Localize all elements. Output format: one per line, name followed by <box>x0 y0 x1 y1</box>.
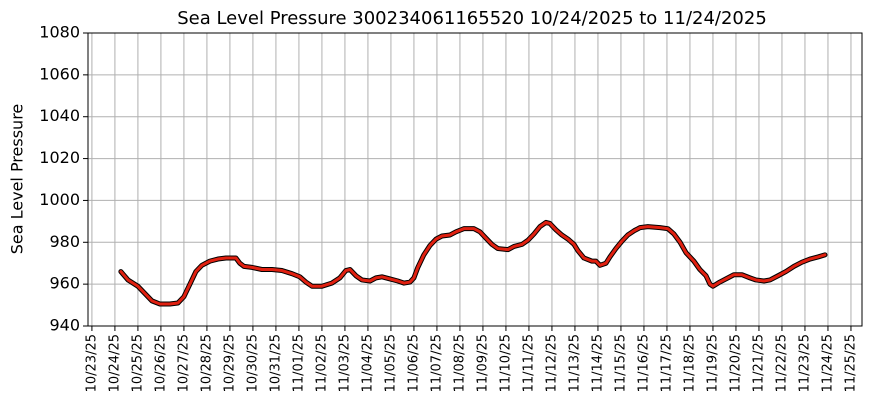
x-tick-label: 10/27/25 <box>176 334 191 392</box>
y-axis-label: Sea Level Pressure <box>8 104 27 255</box>
y-tick-label: 1040 <box>39 106 80 125</box>
x-tick-label: 11/19/25 <box>705 334 720 392</box>
x-tick-label: 11/05/25 <box>383 334 398 392</box>
y-tick-label: 960 <box>49 274 80 293</box>
x-tick-label: 11/01/25 <box>291 334 306 392</box>
y-tick-label: 1000 <box>39 190 80 209</box>
y-tick-label: 1080 <box>39 23 80 42</box>
x-tick-label: 11/17/25 <box>659 334 674 392</box>
x-tick-label: 11/11/25 <box>521 334 536 392</box>
x-tick-label: 11/25/25 <box>843 334 858 392</box>
x-tick-label: 11/14/25 <box>590 334 605 392</box>
x-tick-label: 11/06/25 <box>406 334 421 392</box>
x-tick-label: 11/21/25 <box>751 334 766 392</box>
x-tick-label: 11/18/25 <box>682 334 697 392</box>
x-tick-label: 10/25/25 <box>130 334 145 392</box>
x-tick-label: 10/26/25 <box>153 334 168 392</box>
x-tick-label: 11/13/25 <box>567 334 582 392</box>
x-tick-label: 11/07/25 <box>429 334 444 392</box>
x-tick-label: 10/30/25 <box>245 334 260 392</box>
x-tick-label: 11/10/25 <box>498 334 513 392</box>
x-tick-label: 11/20/25 <box>728 334 743 392</box>
x-tick-label: 10/23/25 <box>84 334 99 392</box>
y-tick-label: 1020 <box>39 148 80 167</box>
x-tick-label: 11/16/25 <box>636 334 651 392</box>
y-tick-label: 940 <box>49 316 80 335</box>
x-tick-label: 10/31/25 <box>268 334 283 392</box>
line-outline <box>118 219 828 307</box>
x-tick-label: 10/29/25 <box>222 334 237 392</box>
x-tick-label: 11/03/25 <box>337 334 352 392</box>
x-tick-label: 11/08/25 <box>452 334 467 392</box>
chart-title: Sea Level Pressure 300234061165520 10/24… <box>177 8 767 29</box>
x-tick-label: 11/12/25 <box>544 334 559 392</box>
x-tick-label: 11/23/25 <box>797 334 812 392</box>
plot-frame <box>87 32 863 327</box>
x-tick-label: 10/28/25 <box>199 334 214 392</box>
line <box>119 220 827 306</box>
x-tick-label: 11/04/25 <box>360 334 375 392</box>
y-tick-label: 980 <box>49 232 80 251</box>
x-tick-label: 11/24/25 <box>820 334 835 392</box>
x-tick-label: 11/22/25 <box>774 334 789 392</box>
x-tick-label: 10/24/25 <box>107 334 122 392</box>
x-tick-label: 11/02/25 <box>314 334 329 392</box>
x-tick-label: 11/09/25 <box>475 334 490 392</box>
y-tick-label: 1060 <box>39 64 80 83</box>
x-tick-label: 11/15/25 <box>613 334 628 392</box>
